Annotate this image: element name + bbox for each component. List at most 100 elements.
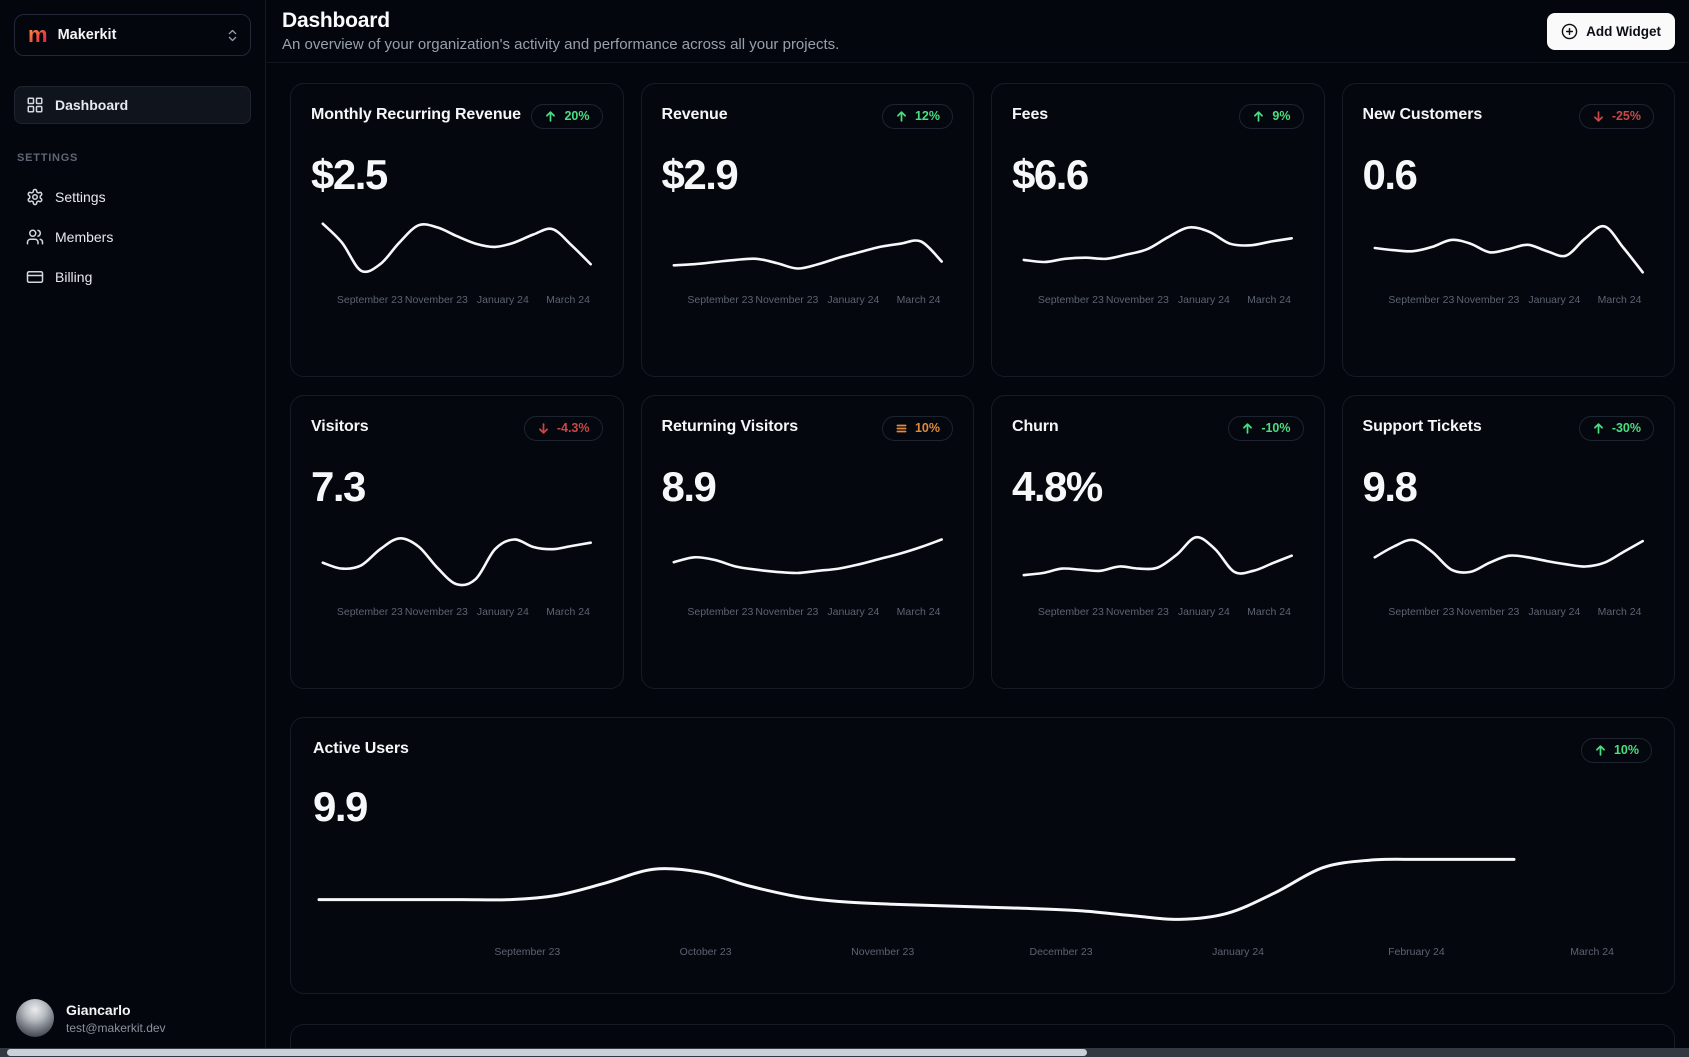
x-axis-label: March 24 <box>1247 606 1291 618</box>
x-axis-label: December 23 <box>1029 946 1093 958</box>
sidebar-item-label: Billing <box>55 269 93 285</box>
x-axis-label: November 23 <box>1456 606 1520 618</box>
active-users-card: Active Users 10% 9.9 September 23 October… <box>290 717 1675 994</box>
card-title: Churn <box>1012 418 1059 435</box>
trend-badge: -10% <box>1228 416 1304 441</box>
x-axis-label: January 24 <box>827 606 880 618</box>
sidebar-item-dashboard[interactable]: Dashboard <box>14 86 251 124</box>
sparkline-chart <box>321 217 593 279</box>
avatar <box>16 999 54 1037</box>
sparkline-chart <box>1373 529 1645 591</box>
sparkline-chart <box>672 529 944 591</box>
x-axis-label: September 23 <box>1388 606 1455 618</box>
x-axis-label: September 23 <box>1388 294 1455 306</box>
x-axis-label: March 24 <box>1570 946 1614 958</box>
card-title: Fees <box>1012 106 1049 123</box>
trend-badge: 10% <box>1580 738 1652 763</box>
metric-card: Fees 9% $6.6 September 23 November 23 Janu… <box>991 83 1325 377</box>
add-widget-button[interactable]: Add Widget <box>1547 12 1675 50</box>
x-axis-labels: September 23 November 23 January 24 March 2… <box>321 606 593 619</box>
sparkline-block: September 23 November 23 January 24 March 2… <box>1363 217 1655 307</box>
badge-value: 12% <box>914 109 940 123</box>
badge-value: 10% <box>1613 743 1639 757</box>
page-header: Dashboard An overview of your organizati… <box>266 0 1689 63</box>
x-axis-label: November 23 <box>1456 294 1520 306</box>
arrow-up-icon <box>1243 423 1253 434</box>
card-title: Active Users <box>313 740 409 757</box>
sparkline-chart <box>1373 217 1645 279</box>
arrow-down-icon <box>538 423 548 434</box>
x-axis-labels: September 23 October 23 November 23 Decembe… <box>317 946 1648 959</box>
sparkline-chart <box>317 847 1516 931</box>
card-header: Fees 9% <box>1012 104 1304 129</box>
card-title: New Customers <box>1362 106 1483 123</box>
x-axis-label: November 23 <box>404 606 468 618</box>
metric-card: Support Tickets -30% 9.8 September 23 Nov… <box>1341 395 1675 689</box>
x-axis-label: February 24 <box>1388 946 1445 958</box>
card-header: Churn -10% <box>1012 416 1304 441</box>
sparkline-block: September 23 November 23 January 24 March 2… <box>662 217 954 307</box>
card-value: 0.6 <box>1362 151 1418 198</box>
sparkline-block: September 23 November 23 January 24 March 2… <box>311 217 603 307</box>
card-value: 4.8% <box>1012 463 1103 510</box>
x-axis-label: November 23 <box>404 294 468 306</box>
card-title: Visitors <box>311 418 369 435</box>
x-axis-label: September 23 <box>687 606 754 618</box>
arrow-up-icon <box>1254 111 1264 122</box>
sparkline-block: September 23 October 23 November 23 Decembe… <box>313 847 1652 959</box>
sidebar-item-members[interactable]: Members <box>14 218 251 256</box>
sidebar-item-settings[interactable]: Settings <box>14 178 251 216</box>
card-value: $2.5 <box>311 151 388 198</box>
x-axis-labels: September 23 November 23 January 24 March 2… <box>1373 606 1645 619</box>
metric-card: Visitors -4.3% 7.3 September 23 November … <box>290 395 624 689</box>
x-axis-label: November 23 <box>755 606 819 618</box>
dashboard-content: Monthly Recurring Revenue 20% $2.5 Septe… <box>266 63 1689 1057</box>
x-axis-label: October 23 <box>679 946 732 958</box>
badge-value: 9% <box>1272 109 1291 123</box>
x-axis-label: March 24 <box>546 294 590 306</box>
card-value: 7.3 <box>311 463 366 510</box>
x-axis-label: March 24 <box>1597 294 1642 306</box>
badge-value: -10% <box>1261 421 1291 435</box>
card-header: Revenue 12% <box>661 104 953 129</box>
horizontal-scrollbar[interactable] <box>0 1048 1689 1057</box>
x-axis-labels: September 23 November 23 January 24 March 2… <box>321 294 593 307</box>
sparkline-block: September 23 November 23 January 24 March 2… <box>662 529 954 619</box>
sidebar-item-billing[interactable]: Billing <box>14 258 251 296</box>
trend-badge: -4.3% <box>523 416 603 441</box>
x-axis-label: March 24 <box>546 606 590 618</box>
page-title: Dashboard <box>282 9 390 32</box>
sidebar-item-label: Settings <box>55 189 106 205</box>
x-axis-label: November 23 <box>1105 606 1169 618</box>
user-menu[interactable]: Giancarlo test@makerkit.dev <box>14 995 251 1043</box>
trend-badge: -25% <box>1578 104 1654 129</box>
trend-badge: 10% <box>881 416 953 441</box>
chevrons-up-down-icon <box>225 28 240 43</box>
bars-icon <box>896 424 907 433</box>
makerkit-logo: m <box>28 22 48 47</box>
card-header: Monthly Recurring Revenue 20% <box>311 104 603 129</box>
card-value: 9.8 <box>1362 463 1418 510</box>
scrollbar-thumb[interactable] <box>7 1049 1087 1056</box>
sidebar-section-settings: SETTINGS <box>17 152 79 164</box>
page-subtitle: An overview of your organization's activ… <box>282 36 840 53</box>
card-value: 8.9 <box>661 463 717 510</box>
x-axis-label: September 23 <box>494 946 561 958</box>
card-title: Revenue <box>661 106 728 123</box>
trend-badge: 9% <box>1239 104 1304 129</box>
x-axis-label: November 23 <box>755 294 819 306</box>
badge-value: -4.3% <box>556 421 590 435</box>
card-value: $6.6 <box>1012 151 1089 198</box>
sparkline-block: September 23 November 23 January 24 March 2… <box>1012 217 1304 307</box>
user-name: Giancarlo <box>66 1001 131 1018</box>
arrow-up-icon <box>546 111 556 122</box>
card-header: Active Users 10% <box>313 738 1652 763</box>
workspace-selector[interactable]: m Makerkit <box>14 14 251 56</box>
x-axis-label: January 24 <box>827 294 880 306</box>
x-axis-label: March 24 <box>1247 294 1291 306</box>
arrow-up-icon <box>897 111 906 122</box>
x-axis-label: November 23 <box>851 946 915 958</box>
card-value: $2.9 <box>661 151 739 198</box>
sidebar-nav: Dashboard SETTINGS Settings Members Bill… <box>14 86 251 296</box>
